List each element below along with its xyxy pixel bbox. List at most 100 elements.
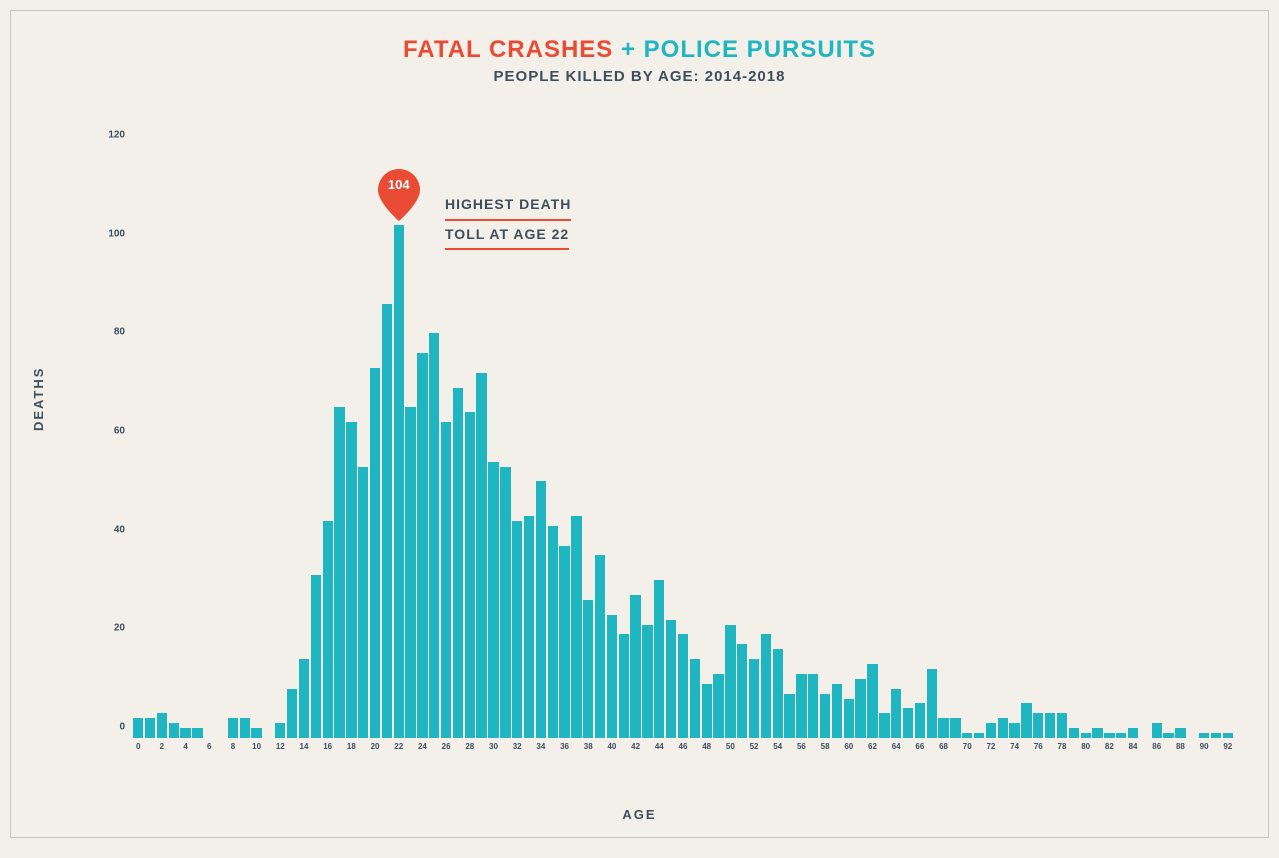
bar [1081, 733, 1091, 738]
bar-wrap [761, 634, 771, 738]
bar [713, 674, 723, 738]
x-tick: 0 [136, 742, 140, 751]
x-tick: 56 [797, 742, 806, 751]
bar [311, 575, 321, 738]
bar [619, 634, 629, 738]
plot: 020406080100120 024681012141618202210424… [103, 146, 1233, 756]
bar [749, 659, 759, 738]
bar [1128, 728, 1138, 738]
bar [405, 407, 415, 738]
bar [548, 526, 558, 738]
bar [666, 620, 676, 738]
x-tick: 16 [323, 742, 332, 751]
x-tick: 42 [631, 742, 640, 751]
bar [145, 718, 155, 738]
bar-wrap: 82 [1104, 733, 1114, 738]
x-tick: 8 [231, 742, 235, 751]
bar-wrap [690, 659, 700, 738]
bar [607, 615, 617, 738]
x-tick: 28 [465, 742, 474, 751]
x-tick: 92 [1223, 742, 1232, 751]
x-tick: 70 [963, 742, 972, 751]
bar [867, 664, 877, 738]
x-tick: 32 [513, 742, 522, 751]
bar-wrap: 26 [441, 422, 451, 738]
bar [157, 713, 167, 738]
bar [275, 723, 285, 738]
x-tick: 26 [442, 742, 451, 751]
y-tick: 60 [95, 426, 125, 437]
x-tick: 24 [418, 742, 427, 751]
bar [630, 595, 640, 738]
bar-wrap [192, 728, 202, 738]
bar-wrap [524, 516, 534, 738]
x-tick: 58 [821, 742, 830, 751]
title-block: FATAL CRASHES + POLICE PURSUITS PEOPLE K… [11, 11, 1268, 85]
bar-wrap: 72 [986, 723, 996, 738]
bar [287, 689, 297, 738]
bar [370, 368, 380, 738]
bar-wrap: 28 [465, 412, 475, 738]
x-axis-label: AGE [622, 807, 656, 822]
bar-wrap: 60 [844, 699, 854, 738]
x-tick: 12 [276, 742, 285, 751]
y-tick: 80 [95, 327, 125, 338]
title-part2: POLICE PURSUITS [644, 36, 876, 63]
bar-wrap: 22104 [394, 225, 404, 738]
bar [796, 674, 806, 738]
bar [133, 718, 143, 738]
bar-wrap: 44 [654, 580, 664, 738]
bar [1116, 733, 1126, 738]
bar [536, 481, 546, 738]
bar [808, 674, 818, 738]
bar-wrap: 80 [1081, 733, 1091, 738]
bar-wrap: 38 [583, 600, 593, 738]
bar [915, 703, 925, 738]
bar [512, 521, 522, 738]
bar [465, 412, 475, 738]
bar [441, 422, 451, 738]
bar-wrap: 4 [180, 728, 190, 738]
bar-wrap [169, 723, 179, 738]
callout-line1: HIGHEST DEATH [445, 191, 571, 221]
x-tick: 74 [1010, 742, 1019, 751]
bar-wrap: 86 [1152, 723, 1162, 738]
bar-wrap: 2 [157, 713, 167, 738]
bar [192, 728, 202, 738]
bar-wrap [145, 718, 155, 738]
bar-wrap: 84 [1128, 728, 1138, 738]
bar [702, 684, 712, 738]
bar-wrap: 20 [370, 368, 380, 738]
bar [820, 694, 830, 738]
bar [180, 728, 190, 738]
x-tick: 54 [773, 742, 782, 751]
bar-wrap: 52 [749, 659, 759, 738]
x-tick: 52 [750, 742, 759, 751]
x-tick: 20 [371, 742, 380, 751]
x-tick: 6 [207, 742, 211, 751]
bar [1057, 713, 1067, 738]
bar-wrap [571, 516, 581, 738]
bar [382, 304, 392, 738]
bar-wrap [619, 634, 629, 738]
bar-wrap [453, 388, 463, 738]
bar [690, 659, 700, 738]
x-tick: 66 [915, 742, 924, 751]
bar [737, 644, 747, 738]
bar [773, 649, 783, 738]
bar-wrap [832, 684, 842, 738]
bar-wrap [500, 467, 510, 738]
bar [228, 718, 238, 738]
bar-wrap [595, 555, 605, 738]
bar-wrap [334, 407, 344, 738]
bar-wrap [784, 694, 794, 738]
bar-wrap: 90 [1199, 733, 1209, 738]
bar-wrap [405, 407, 415, 738]
bar-wrap [879, 713, 889, 738]
bar-wrap: 78 [1057, 713, 1067, 738]
bar [891, 689, 901, 738]
bar [725, 625, 735, 738]
bar-wrap [974, 733, 984, 738]
x-tick: 36 [560, 742, 569, 751]
bar [986, 723, 996, 738]
